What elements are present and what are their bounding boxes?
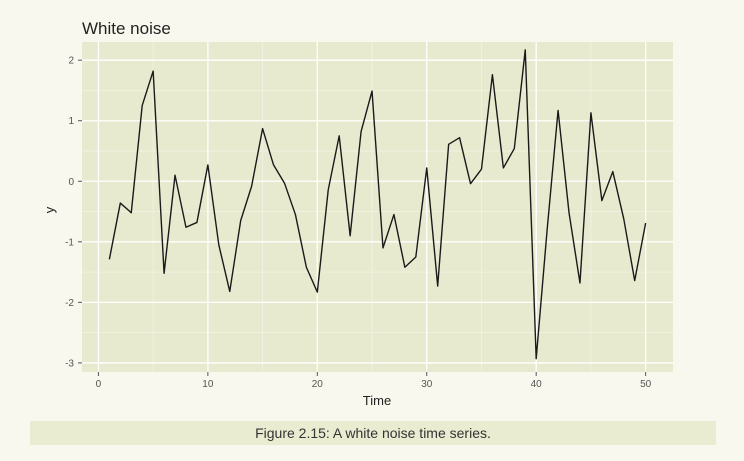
- x-tick-label: 30: [421, 379, 433, 390]
- white-noise-chart: White noise -3 -2 -1 0 1 2 0 10 20 30 40 50 Time y: [42, 19, 673, 408]
- chart-title: White noise: [82, 19, 171, 38]
- figure-caption: Figure 2.15: A white noise time series.: [30, 421, 716, 445]
- x-tick-label: 10: [202, 379, 214, 390]
- x-axis: 0 10 20 30 40 50: [96, 372, 652, 390]
- y-tick-label: 1: [68, 116, 74, 127]
- y-tick-label: 2: [68, 56, 74, 67]
- caption-text: Figure 2.15: A white noise time series.: [255, 425, 491, 441]
- y-tick-label: -3: [65, 358, 74, 369]
- x-tick-label: 50: [640, 379, 652, 390]
- grid-major: [82, 42, 673, 372]
- x-axis-label: Time: [363, 393, 391, 408]
- plot-panel: [82, 42, 673, 372]
- x-tick-label: 0: [96, 379, 102, 390]
- x-tick-label: 40: [531, 379, 543, 390]
- y-tick-label: -1: [65, 237, 74, 248]
- x-tick-label: 20: [312, 379, 324, 390]
- y-axis-label: y: [42, 206, 57, 213]
- y-tick-label: 0: [68, 177, 74, 188]
- y-axis: -3 -2 -1 0 1 2: [65, 56, 82, 369]
- series-line: [108, 49, 647, 360]
- y-tick-label: -2: [65, 298, 74, 309]
